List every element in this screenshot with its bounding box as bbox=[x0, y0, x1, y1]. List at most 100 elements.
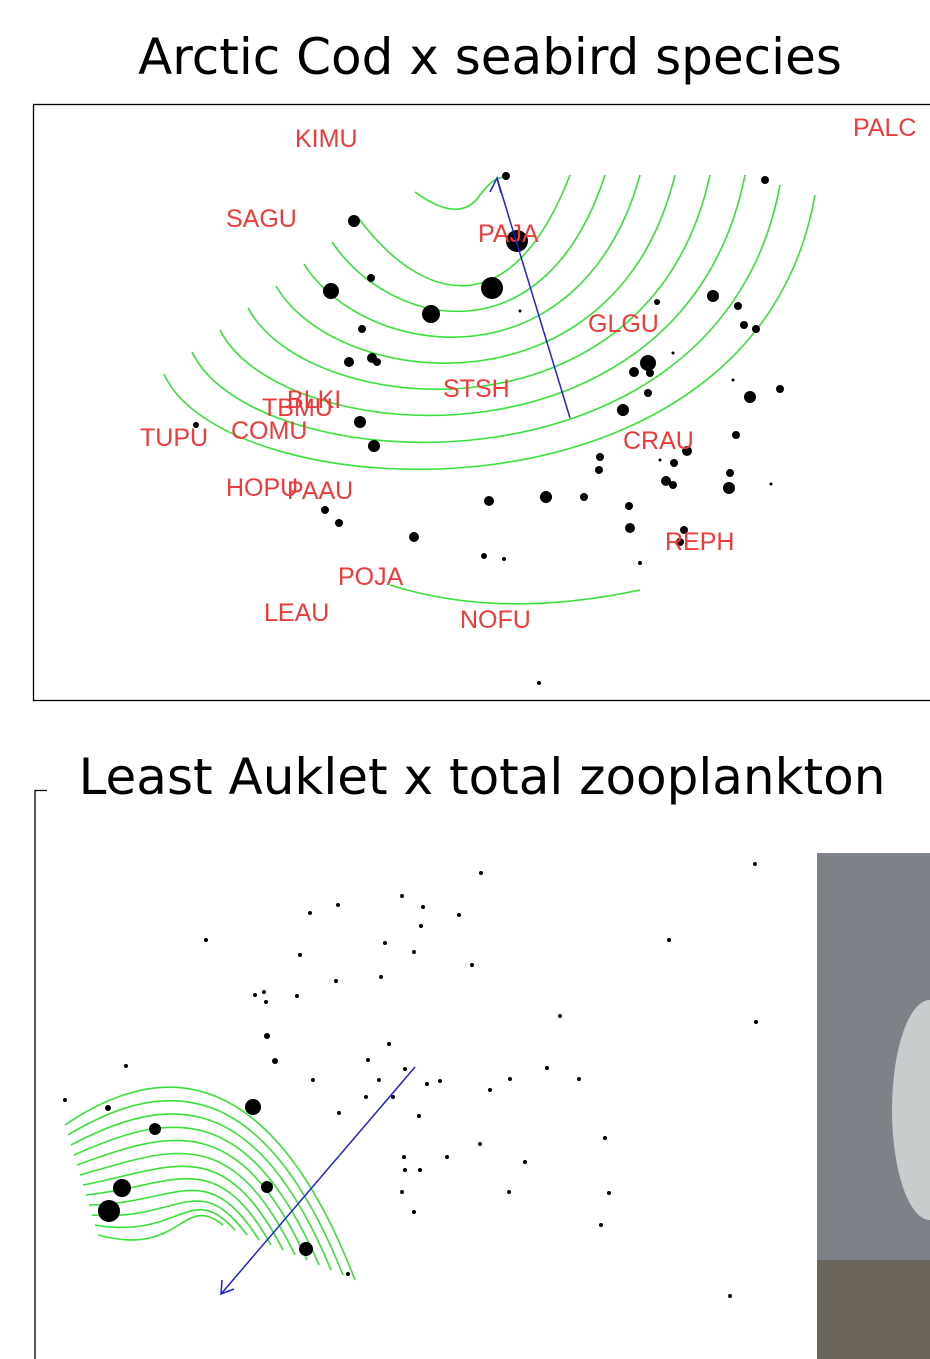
point bbox=[253, 993, 257, 997]
point bbox=[770, 483, 773, 486]
label: KIMU bbox=[295, 125, 358, 153]
point bbox=[323, 283, 339, 299]
point bbox=[740, 321, 748, 329]
point bbox=[364, 1095, 368, 1099]
point bbox=[245, 1099, 261, 1115]
point bbox=[264, 1000, 268, 1004]
point bbox=[484, 496, 494, 506]
species-labels: KIMU PALC SAGU PAJA GLGU STSH BLKI TBMU … bbox=[140, 114, 916, 634]
point bbox=[523, 1160, 527, 1164]
point bbox=[418, 1168, 422, 1172]
contour bbox=[390, 585, 640, 604]
label: GLGU bbox=[588, 310, 659, 338]
slide-page: Arctic Cod x seabird species KIMU PALC S… bbox=[0, 0, 930, 1359]
point bbox=[373, 358, 381, 366]
point bbox=[400, 894, 404, 898]
point bbox=[754, 1020, 758, 1024]
point bbox=[403, 1168, 407, 1172]
point bbox=[617, 404, 629, 416]
point bbox=[667, 938, 671, 942]
point bbox=[299, 1242, 313, 1256]
point bbox=[367, 274, 375, 282]
ordination-plot bbox=[63, 862, 758, 1298]
point bbox=[481, 553, 487, 559]
point bbox=[402, 1155, 406, 1159]
point bbox=[261, 1181, 273, 1193]
point bbox=[540, 491, 552, 503]
photo-rock bbox=[817, 1260, 930, 1359]
point bbox=[728, 1294, 732, 1298]
point bbox=[383, 941, 387, 945]
label: TUPU bbox=[140, 424, 208, 452]
label: STSH bbox=[443, 375, 510, 403]
point bbox=[625, 502, 633, 510]
point bbox=[445, 1155, 449, 1159]
point bbox=[387, 1042, 391, 1046]
point bbox=[113, 1179, 131, 1197]
point bbox=[595, 466, 603, 474]
point bbox=[519, 310, 522, 313]
point bbox=[669, 481, 677, 489]
point bbox=[403, 1067, 407, 1071]
point bbox=[298, 953, 302, 957]
point bbox=[478, 1142, 482, 1146]
point bbox=[629, 367, 639, 377]
point bbox=[481, 277, 503, 299]
label: PAAU bbox=[287, 477, 353, 505]
point bbox=[744, 391, 756, 403]
plot-frame bbox=[35, 791, 47, 1359]
point bbox=[670, 459, 678, 467]
point bbox=[599, 1223, 603, 1227]
point bbox=[264, 1033, 270, 1039]
point bbox=[321, 506, 329, 514]
contour bbox=[332, 175, 605, 311]
contour bbox=[415, 178, 505, 210]
point bbox=[502, 557, 506, 561]
point bbox=[358, 325, 366, 333]
point bbox=[336, 903, 340, 907]
point bbox=[308, 911, 312, 915]
label: SAGU bbox=[226, 205, 297, 233]
point bbox=[457, 913, 461, 917]
point bbox=[607, 1191, 611, 1195]
point bbox=[537, 681, 541, 685]
point bbox=[753, 862, 757, 866]
point bbox=[659, 459, 662, 462]
point bbox=[640, 355, 656, 371]
point bbox=[603, 1136, 607, 1140]
point bbox=[272, 1058, 278, 1064]
point bbox=[419, 924, 423, 928]
point bbox=[502, 172, 510, 180]
point bbox=[409, 532, 419, 542]
point bbox=[422, 305, 440, 323]
point bbox=[417, 1114, 421, 1118]
point bbox=[204, 938, 208, 942]
point bbox=[379, 975, 383, 979]
point bbox=[470, 963, 474, 967]
point bbox=[262, 990, 266, 994]
point bbox=[726, 469, 734, 477]
point bbox=[761, 176, 769, 184]
point bbox=[98, 1200, 120, 1222]
point bbox=[732, 379, 735, 382]
point bbox=[425, 1082, 429, 1086]
point bbox=[346, 1272, 350, 1276]
contour bbox=[77, 1140, 307, 1260]
point bbox=[596, 453, 604, 461]
point bbox=[335, 519, 343, 527]
point bbox=[723, 482, 735, 494]
arrow-head bbox=[490, 178, 501, 193]
point bbox=[646, 369, 654, 377]
point bbox=[752, 325, 760, 333]
point bbox=[507, 1190, 511, 1194]
point bbox=[337, 1111, 341, 1115]
label: CRAU bbox=[623, 427, 694, 455]
label: PAJA bbox=[478, 220, 539, 248]
point bbox=[558, 1014, 562, 1018]
point bbox=[479, 871, 483, 875]
point bbox=[377, 1078, 381, 1082]
point bbox=[580, 493, 588, 501]
point bbox=[707, 290, 719, 302]
point bbox=[354, 416, 366, 428]
point bbox=[421, 905, 425, 909]
